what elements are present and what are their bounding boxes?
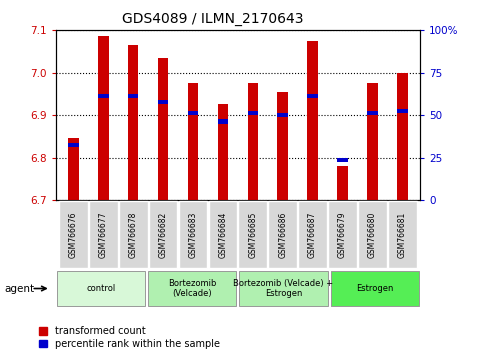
Text: GSM766676: GSM766676 <box>69 211 78 258</box>
FancyBboxPatch shape <box>330 270 419 307</box>
Bar <box>367 83 378 200</box>
Text: Estrogen: Estrogen <box>356 284 393 293</box>
Text: GDS4089 / ILMN_2170643: GDS4089 / ILMN_2170643 <box>122 12 303 27</box>
Bar <box>248 83 258 200</box>
Bar <box>68 138 79 200</box>
Bar <box>98 94 109 98</box>
FancyBboxPatch shape <box>59 201 88 268</box>
Bar <box>337 158 348 162</box>
Text: GSM766686: GSM766686 <box>278 211 287 258</box>
FancyBboxPatch shape <box>89 201 118 268</box>
Text: GSM766687: GSM766687 <box>308 211 317 258</box>
Text: GSM766683: GSM766683 <box>188 211 198 258</box>
FancyBboxPatch shape <box>119 201 148 268</box>
FancyBboxPatch shape <box>388 201 417 268</box>
Bar <box>68 143 79 147</box>
Bar <box>188 111 199 115</box>
Bar <box>158 58 169 200</box>
Text: Bortezomib
(Velcade): Bortezomib (Velcade) <box>168 279 216 298</box>
FancyBboxPatch shape <box>239 201 267 268</box>
FancyBboxPatch shape <box>209 201 237 268</box>
Bar <box>397 109 408 113</box>
Bar <box>248 111 258 115</box>
FancyBboxPatch shape <box>328 201 357 268</box>
Text: Bortezomib (Velcade) +
Estrogen: Bortezomib (Velcade) + Estrogen <box>233 279 334 298</box>
Bar <box>277 92 288 200</box>
FancyBboxPatch shape <box>148 270 236 307</box>
FancyBboxPatch shape <box>57 270 145 307</box>
Bar <box>128 45 139 200</box>
Bar <box>128 94 139 98</box>
Legend: transformed count, percentile rank within the sample: transformed count, percentile rank withi… <box>39 326 220 349</box>
FancyBboxPatch shape <box>179 201 207 268</box>
FancyBboxPatch shape <box>269 201 297 268</box>
Text: GSM766677: GSM766677 <box>99 211 108 258</box>
Bar <box>98 36 109 200</box>
Bar <box>307 94 318 98</box>
FancyBboxPatch shape <box>298 201 327 268</box>
Bar <box>397 73 408 200</box>
Bar <box>337 166 348 200</box>
Text: GSM766678: GSM766678 <box>129 211 138 258</box>
Bar <box>277 113 288 117</box>
Bar <box>307 41 318 200</box>
Text: GSM766682: GSM766682 <box>158 211 168 258</box>
Text: GSM766684: GSM766684 <box>218 211 227 258</box>
Text: GSM766679: GSM766679 <box>338 211 347 258</box>
Bar <box>188 83 199 200</box>
Bar <box>158 100 169 104</box>
Bar <box>218 104 228 200</box>
Text: control: control <box>86 284 116 293</box>
Text: GSM766685: GSM766685 <box>248 211 257 258</box>
FancyBboxPatch shape <box>149 201 177 268</box>
Text: agent: agent <box>5 284 35 293</box>
Bar <box>218 119 228 124</box>
FancyBboxPatch shape <box>240 270 327 307</box>
Bar <box>367 111 378 115</box>
Text: GSM766681: GSM766681 <box>398 211 407 258</box>
Text: GSM766680: GSM766680 <box>368 211 377 258</box>
FancyBboxPatch shape <box>358 201 387 268</box>
